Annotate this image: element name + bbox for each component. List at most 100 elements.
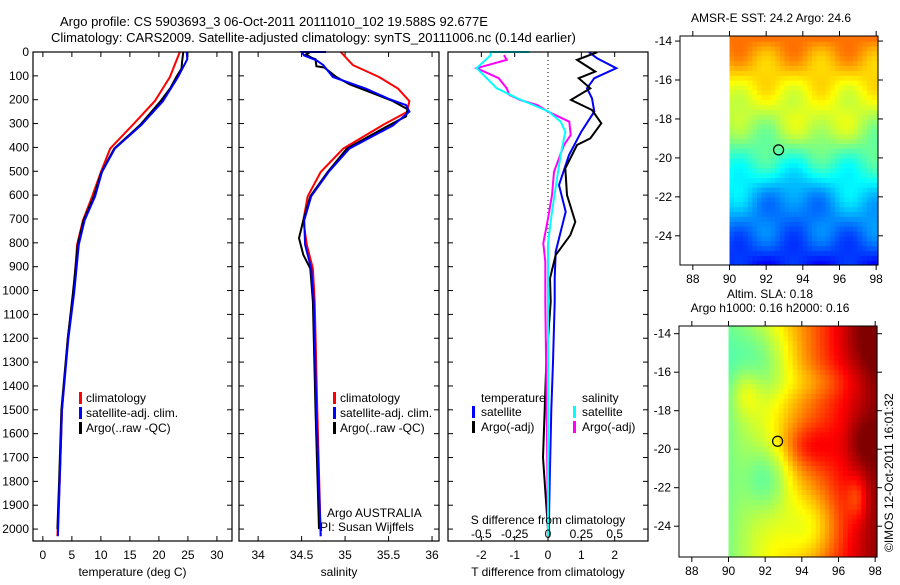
heatmap-cell xyxy=(769,369,775,375)
heatmap-cell xyxy=(770,162,776,169)
heatmap-cell xyxy=(852,354,858,361)
heatmap-cell xyxy=(802,138,808,144)
heatmap-cell xyxy=(757,114,763,120)
heatmap-cell xyxy=(792,494,798,500)
heatmap-cell xyxy=(728,354,734,361)
heatmap-cell xyxy=(792,388,798,394)
legend-label: satellite-adj. clim. xyxy=(340,406,432,420)
heatmap-cell xyxy=(792,513,798,520)
heatmap-cell xyxy=(801,345,807,351)
heatmap-cell xyxy=(862,187,868,193)
lon-tick-label: 90 xyxy=(722,564,736,578)
heatmap-cell xyxy=(756,378,762,385)
heatmap-cell xyxy=(747,70,753,76)
heatmap-cell xyxy=(815,470,821,476)
heatmap-cell xyxy=(792,398,798,404)
heatmap-cell xyxy=(770,80,776,86)
heatmap-cell xyxy=(871,153,877,159)
heatmap-cell xyxy=(734,230,740,237)
heatmap-cell xyxy=(870,532,876,539)
heatmap-cell xyxy=(857,119,863,125)
lon-tick-label: 88 xyxy=(685,564,699,578)
heatmap-cell xyxy=(816,119,822,125)
heatmap-cell xyxy=(829,350,835,356)
heatmap-cell xyxy=(833,388,840,394)
heatmap-cell xyxy=(757,89,763,96)
heatmap-cell xyxy=(775,235,781,242)
heatmap-cell xyxy=(871,157,877,164)
heatmap-cell xyxy=(734,221,740,227)
heatmap-cell xyxy=(838,340,844,346)
heatmap-cell xyxy=(789,50,795,57)
heatmap-cell xyxy=(812,206,818,213)
heatmap-cell xyxy=(747,123,753,130)
heatmap-cell xyxy=(806,504,812,510)
heatmap-cell xyxy=(856,475,862,481)
heatmap-cell xyxy=(797,523,803,529)
heatmap-cell xyxy=(792,354,798,361)
heatmap-cell xyxy=(856,465,862,471)
heatmap-cell xyxy=(833,335,840,341)
heatmap-cell xyxy=(812,133,818,140)
heatmap-cell xyxy=(820,345,826,351)
lat-tick-label: -14 xyxy=(654,327,672,341)
heatmap-cell xyxy=(788,369,794,375)
heatmap-cell xyxy=(733,480,739,486)
heatmap-cell xyxy=(757,36,763,42)
heatmap-cell xyxy=(770,138,776,144)
heatmap-cell xyxy=(783,523,789,529)
heatmap-cell xyxy=(825,192,831,198)
heatmap-cell xyxy=(775,216,781,222)
heatmap-cell xyxy=(770,153,776,159)
heatmap-cell xyxy=(848,104,854,110)
legend-swatch xyxy=(573,406,576,418)
heatmap-cell xyxy=(806,552,812,558)
heatmap-cell xyxy=(760,528,766,534)
heatmap-cell xyxy=(829,374,835,380)
heatmap-cell xyxy=(775,192,781,198)
heatmap-cell xyxy=(783,417,789,423)
heatmap-cell xyxy=(746,465,752,471)
heatmap-cell xyxy=(867,245,873,251)
heatmap-cell xyxy=(815,504,821,510)
heatmap-cell xyxy=(738,138,744,144)
heatmap-cell xyxy=(784,114,790,120)
heatmap-cell xyxy=(738,114,744,120)
heatmap-cell xyxy=(792,465,798,471)
heatmap-cell xyxy=(760,465,766,471)
heatmap-cell xyxy=(793,260,799,266)
heatmap-cell xyxy=(815,484,821,491)
heatmap-cell xyxy=(875,537,878,544)
heatmap-cell xyxy=(866,508,872,515)
heatmap-cell xyxy=(789,89,795,96)
heatmap-cell xyxy=(743,162,749,169)
heatmap-cell xyxy=(838,537,844,544)
heatmap-cell xyxy=(779,148,786,154)
heatmap-cell xyxy=(738,206,744,213)
heatmap-cell xyxy=(875,335,878,341)
heatmap-cell xyxy=(737,436,743,443)
heatmap-cell xyxy=(798,94,804,101)
heatmap-cell xyxy=(848,255,854,261)
heatmap-cell xyxy=(733,465,739,471)
heatmap-cell xyxy=(734,138,740,144)
heatmap-cell xyxy=(761,162,767,169)
heatmap-cell xyxy=(752,109,758,115)
heatmap-cell xyxy=(729,226,735,232)
heatmap-cell xyxy=(789,36,795,42)
heatmap-cell xyxy=(743,260,749,266)
heatmap-cell xyxy=(852,547,858,553)
heatmap-cell xyxy=(743,99,749,105)
heatmap-cell xyxy=(807,60,813,66)
heatmap-cell xyxy=(765,427,771,433)
heatmap-cell xyxy=(821,172,827,178)
heatmap-cell xyxy=(737,523,743,529)
heatmap-cell xyxy=(807,75,813,81)
heatmap-cell xyxy=(833,330,840,337)
heatmap-cell xyxy=(806,508,812,515)
heatmap-cell xyxy=(733,523,739,529)
heatmap-cell xyxy=(770,41,776,47)
heatmap-cell xyxy=(847,422,853,428)
heatmap-cell xyxy=(838,412,844,418)
heatmap-cell xyxy=(861,465,867,471)
